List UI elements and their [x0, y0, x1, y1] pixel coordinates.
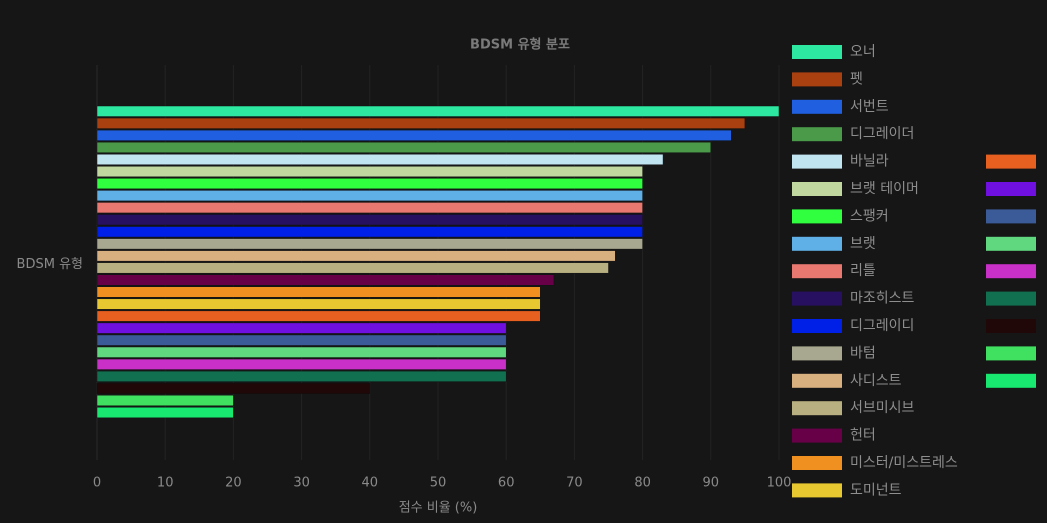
bar: [96, 117, 746, 129]
bar: [96, 394, 234, 407]
bar: [96, 358, 507, 370]
legend-swatch: [986, 346, 1036, 361]
legend-swatch: [986, 373, 1036, 388]
x-tick-label: 30: [293, 476, 310, 491]
x-tick-label: 10: [157, 476, 174, 491]
legend-label: 오너: [850, 44, 876, 60]
chart-title: BDSM 유형 분포: [470, 37, 570, 53]
legend-label: 미스터/미스트레스: [850, 455, 958, 471]
legend-swatch: [986, 236, 1036, 251]
bar: [96, 129, 732, 141]
legend-label: 스팽커: [850, 208, 889, 224]
legend-label: 브랫 테이머: [850, 181, 919, 197]
bar: [96, 166, 643, 178]
bar: [96, 238, 643, 250]
legend-label: 디그레이더: [850, 126, 914, 142]
legend-swatch: [986, 291, 1036, 306]
legend-swatch: [792, 154, 842, 169]
bar: [96, 141, 712, 153]
y-tick-label: BDSM 유형: [17, 257, 83, 272]
x-tick-label: 100: [767, 476, 792, 491]
legend-swatch: [986, 319, 1036, 333]
legend-label: 리틀: [850, 263, 876, 279]
legend-swatch: [792, 401, 842, 416]
bar: [96, 310, 541, 322]
legend-swatch: [792, 291, 842, 306]
bar: [96, 226, 643, 238]
legend-swatch: [792, 264, 842, 279]
bar: [96, 298, 541, 310]
x-tick-label: 80: [634, 476, 651, 491]
x-tick-label: 50: [430, 476, 447, 491]
bar: [96, 382, 371, 394]
legend-label: 도미넌트: [850, 482, 902, 498]
legend-label: 헌터: [850, 428, 876, 444]
legend-label: 디그레이디: [850, 318, 914, 334]
bar: [96, 178, 643, 190]
bar: [96, 322, 507, 334]
legend-label: 서번트: [850, 99, 889, 115]
legend-label: 바텀: [850, 345, 876, 361]
bar: [96, 202, 643, 214]
bar: [96, 105, 780, 117]
bar: [96, 407, 234, 419]
legend-swatch: [986, 264, 1036, 279]
bar: [96, 214, 643, 226]
bar: [96, 334, 507, 346]
legend-swatch: [792, 209, 842, 224]
legend-swatch: [792, 373, 842, 388]
legend-swatch: [792, 428, 842, 443]
legend-label: 서브미시브: [850, 400, 915, 416]
bar: [96, 274, 555, 286]
legend-swatch: [792, 182, 842, 196]
legend-swatch: [792, 236, 842, 251]
legend-swatch: [986, 209, 1036, 224]
legend-label: 펫: [850, 71, 863, 87]
legend-swatch: [792, 99, 842, 114]
bar: [96, 153, 664, 165]
x-tick-label: 90: [703, 476, 720, 491]
x-axis-label: 점수 비율 (%): [399, 501, 478, 516]
x-tick-label: 40: [362, 476, 379, 491]
legend-swatch: [792, 456, 842, 470]
legend-swatch: [792, 319, 842, 333]
legend-swatch: [986, 182, 1036, 196]
bar: [96, 190, 643, 202]
x-tick-label: 60: [498, 476, 515, 491]
legend-label: 마조히스트: [850, 291, 915, 307]
x-tick-label: 20: [225, 476, 242, 491]
legend-label: 브랫: [850, 236, 876, 252]
legend-swatch: [792, 72, 842, 87]
legend-swatch: [986, 154, 1036, 169]
bar: [96, 250, 616, 262]
x-tick-label: 70: [566, 476, 583, 491]
legend-swatch: [792, 483, 842, 498]
bar: [96, 286, 541, 298]
bar: [96, 346, 507, 358]
legend-swatch: [792, 127, 842, 142]
legend-swatch: [792, 45, 842, 59]
x-tick-label: 0: [93, 476, 101, 491]
legend-swatch: [792, 346, 842, 361]
legend-label: 바닐라: [850, 154, 889, 170]
bar: [96, 262, 609, 274]
legend-label: 사디스트: [850, 373, 902, 389]
bar: [96, 370, 507, 382]
